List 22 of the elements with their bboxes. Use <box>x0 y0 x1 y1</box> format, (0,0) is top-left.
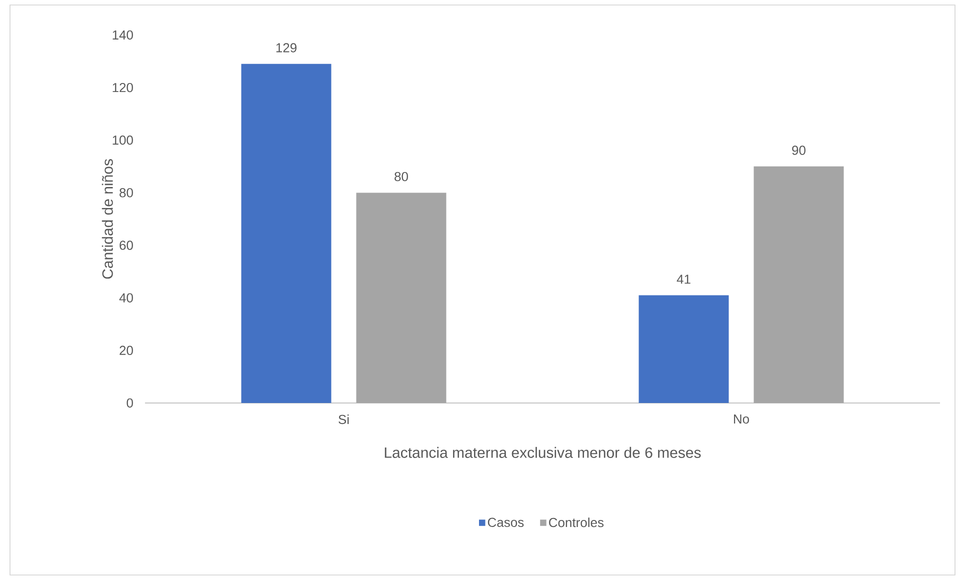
bar <box>638 295 729 403</box>
data-label: 129 <box>276 43 296 52</box>
x-axis-title: Lactancia materna exclusiva menor de 6 meses <box>384 446 701 458</box>
y-tick-label: 40 <box>119 293 133 302</box>
y-tick-label: 80 <box>120 188 133 198</box>
legend-label: Controles <box>549 518 604 528</box>
y-tick-label: 20 <box>120 346 133 356</box>
data-label: 80 <box>394 172 408 182</box>
y-tick-label: 140 <box>112 30 133 40</box>
legend-label: Casos <box>488 518 524 527</box>
bar <box>356 192 446 403</box>
y-tick-label: 0 <box>126 398 133 408</box>
data-label: 41 <box>676 274 690 284</box>
y-tick-label: 120 <box>112 82 133 92</box>
y-tick-label: 100 <box>112 136 133 145</box>
x-tick-label: Si <box>338 414 349 424</box>
bar <box>241 64 332 403</box>
y-axis-title: Cantidad de niños <box>102 159 113 279</box>
y-tick-label: 60 <box>120 240 133 250</box>
data-label: 90 <box>792 146 806 155</box>
bar <box>754 166 844 403</box>
x-tick-label: No <box>734 414 750 424</box>
